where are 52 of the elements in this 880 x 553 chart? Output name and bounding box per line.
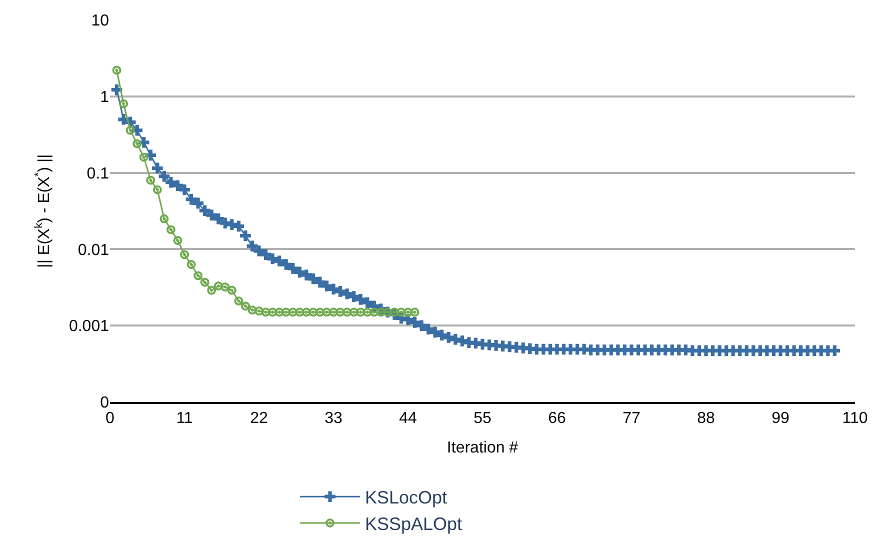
point	[274, 308, 284, 317]
y-tick-label: 0	[100, 394, 110, 412]
x-tick-label: 33	[324, 410, 342, 428]
x-axis-title: Iteration #	[446, 439, 518, 456]
y-tick-label: 0.001	[68, 318, 110, 336]
x-tick-label: 88	[697, 410, 715, 428]
point	[410, 308, 420, 317]
point	[173, 236, 182, 245]
point	[132, 139, 142, 148]
point	[396, 308, 406, 317]
x-tick-label: 44	[399, 410, 417, 428]
x-tick-label: 11	[176, 410, 193, 428]
x-tick-label: 110	[842, 410, 868, 428]
y-tick-label: 1	[100, 89, 110, 106]
x-tick-label: 77	[622, 410, 640, 428]
x-tick-label: 22	[250, 410, 268, 428]
point	[207, 286, 216, 295]
point	[186, 260, 196, 270]
point	[240, 302, 250, 311]
point	[119, 99, 128, 108]
point	[200, 278, 210, 287]
point	[139, 152, 148, 162]
point	[166, 225, 176, 234]
point	[126, 126, 135, 135]
point	[349, 308, 358, 317]
point	[227, 286, 236, 295]
x-tick-label: 99	[772, 410, 790, 428]
point	[329, 308, 338, 317]
x-tick-label: 55	[474, 410, 492, 428]
point	[152, 185, 162, 194]
point	[146, 176, 156, 185]
point	[248, 306, 257, 315]
point	[254, 306, 264, 316]
point	[180, 250, 189, 260]
legend-label: KSSpALOpt	[365, 514, 462, 534]
point	[234, 296, 244, 306]
point	[261, 308, 270, 317]
point	[268, 308, 278, 317]
point	[160, 214, 169, 224]
point	[322, 308, 332, 317]
point	[214, 281, 223, 290]
point	[342, 308, 352, 317]
y-tick-label: 0.01	[78, 242, 110, 259]
point	[112, 66, 122, 75]
point	[336, 308, 345, 317]
point	[404, 308, 412, 317]
x-tick-label: 66	[548, 410, 566, 428]
point	[220, 282, 230, 292]
y-tick-label: 0.1	[86, 165, 110, 182]
y-tick-label: 10	[91, 12, 110, 30]
point	[194, 271, 203, 280]
legend-label: KSLocOpt	[365, 488, 448, 508]
